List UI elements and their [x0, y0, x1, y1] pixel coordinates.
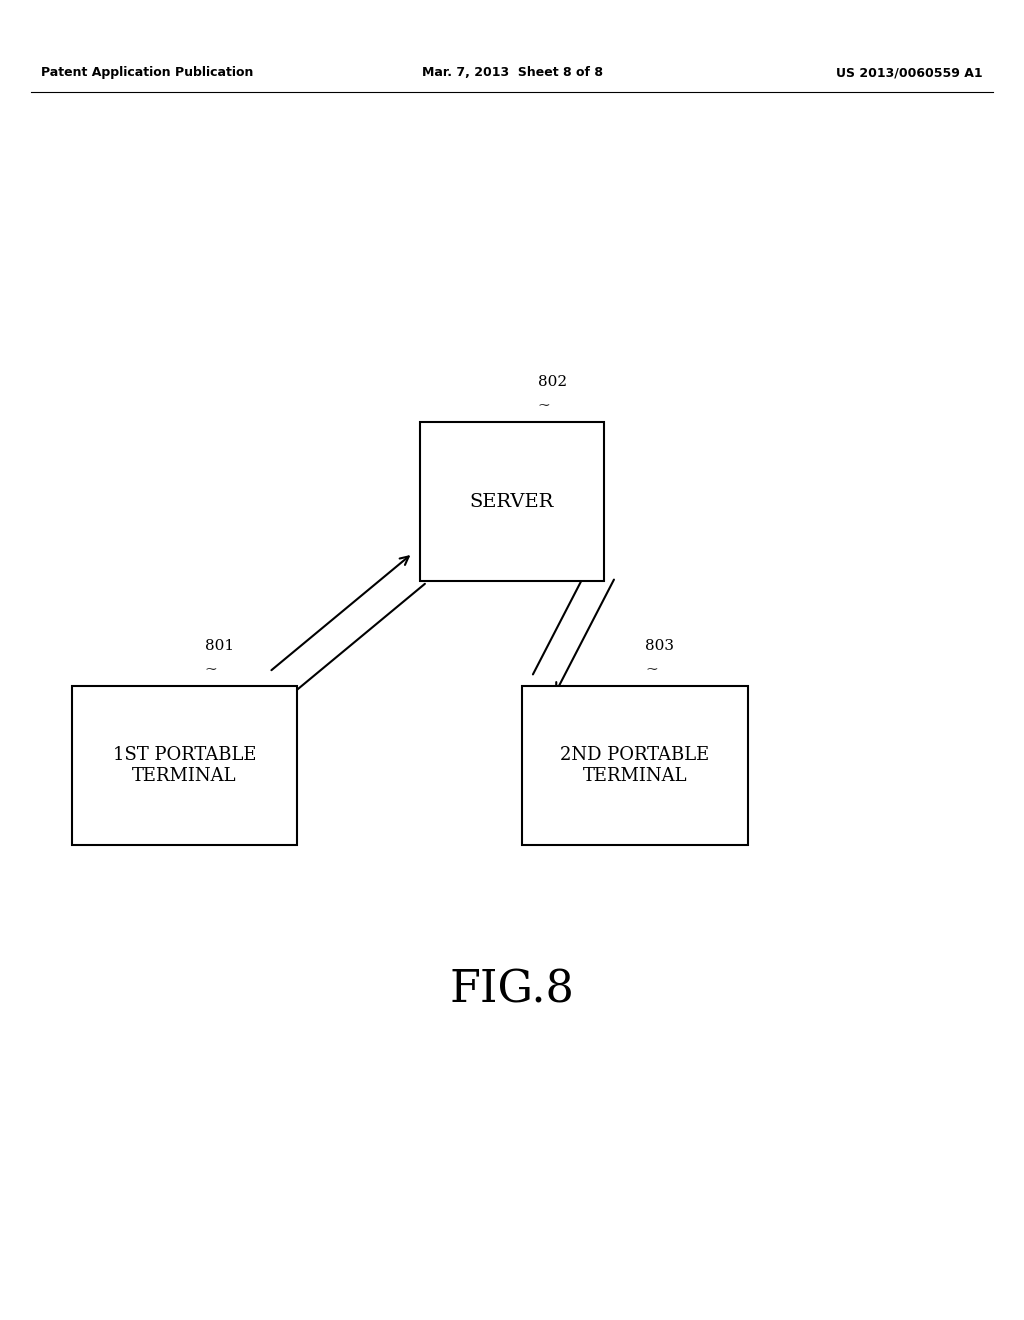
Text: ~: ~ — [645, 663, 657, 677]
Text: SERVER: SERVER — [470, 492, 554, 511]
FancyBboxPatch shape — [522, 686, 748, 845]
Text: FIG.8: FIG.8 — [450, 969, 574, 1011]
Text: ~: ~ — [205, 663, 217, 677]
FancyBboxPatch shape — [420, 422, 604, 581]
Text: 801: 801 — [205, 639, 233, 653]
Text: 1ST PORTABLE
TERMINAL: 1ST PORTABLE TERMINAL — [113, 746, 256, 785]
FancyBboxPatch shape — [72, 686, 297, 845]
Text: ~: ~ — [538, 399, 550, 413]
Text: 2ND PORTABLE
TERMINAL: 2ND PORTABLE TERMINAL — [560, 746, 710, 785]
Text: Mar. 7, 2013  Sheet 8 of 8: Mar. 7, 2013 Sheet 8 of 8 — [422, 66, 602, 79]
Text: 803: 803 — [645, 639, 674, 653]
Text: 802: 802 — [538, 375, 566, 389]
Text: US 2013/0060559 A1: US 2013/0060559 A1 — [837, 66, 983, 79]
Text: Patent Application Publication: Patent Application Publication — [41, 66, 253, 79]
